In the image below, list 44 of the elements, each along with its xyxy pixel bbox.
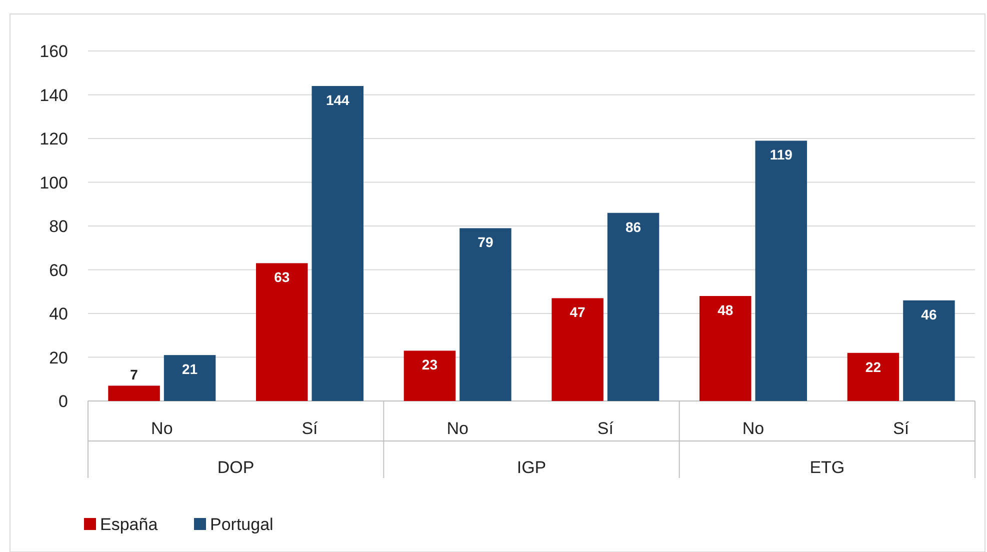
- data-label: 23: [422, 356, 438, 373]
- bar: [164, 355, 216, 401]
- y-tick-label: 140: [40, 86, 68, 105]
- data-label: 47: [570, 304, 586, 320]
- y-tick-label: 40: [49, 304, 68, 324]
- legend-label: Portugal: [210, 515, 274, 534]
- bar: [460, 228, 512, 401]
- data-label: 21: [182, 361, 198, 378]
- bar: [607, 212, 660, 401]
- text: ETG: [810, 458, 845, 477]
- data-label: 46: [921, 306, 937, 322]
- bar: [108, 386, 160, 401]
- x-tick-label: No: [446, 419, 468, 438]
- data-label: 79: [478, 234, 494, 250]
- bar: [700, 296, 752, 401]
- data-label: 63: [274, 269, 290, 286]
- data-label: 48: [718, 302, 734, 318]
- x-tick-label: Sí: [302, 419, 318, 438]
- bar: [312, 86, 364, 401]
- bar: [903, 300, 955, 401]
- y-tick-label: 60: [49, 260, 68, 280]
- text: DOP: [217, 458, 254, 477]
- y-tick-label: 160: [40, 42, 68, 61]
- x-tick-label: No: [151, 419, 173, 438]
- x-tick-label: Sí: [893, 419, 910, 438]
- x-tick-label: No: [742, 419, 764, 438]
- bar: [755, 140, 807, 401]
- y-tick-label: 0: [58, 392, 68, 411]
- text: IGP: [516, 458, 546, 477]
- legend-label: España: [100, 515, 158, 534]
- data-label: 7: [130, 366, 138, 383]
- y-tick-label: 120: [40, 130, 68, 148]
- data-label: 22: [865, 358, 882, 375]
- y-tick-label: 80: [49, 217, 68, 236]
- y-tick-label: 20: [49, 348, 68, 368]
- data-label: 144: [326, 92, 350, 108]
- bar: [404, 350, 456, 401]
- x-tick-label: Sí: [597, 419, 614, 438]
- y-tick-label: 100: [40, 173, 68, 192]
- bar: [256, 263, 308, 401]
- bar: [847, 352, 900, 401]
- bar: [552, 298, 604, 401]
- data-label: 86: [626, 218, 642, 235]
- data-label: 119: [770, 146, 793, 163]
